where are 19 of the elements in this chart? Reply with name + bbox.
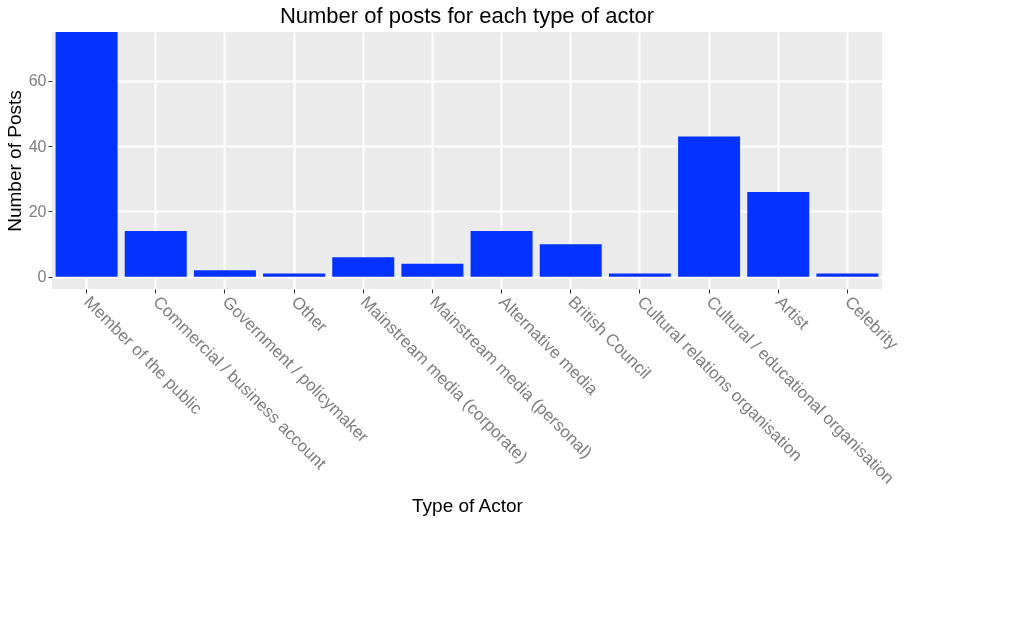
bar [124, 231, 187, 277]
y-tick-label: 0 [37, 268, 47, 286]
x-axis-title: Type of Actor [412, 494, 524, 516]
y-axis-title: Number of Posts [3, 90, 25, 232]
bar [539, 244, 602, 277]
y-tick-label: 20 [28, 202, 47, 220]
bar [193, 270, 256, 277]
chart-title: Number of posts for each type of actor [279, 3, 655, 28]
bar [608, 273, 671, 277]
bar [470, 231, 533, 277]
y-tick-label: 40 [28, 137, 47, 155]
bar [332, 257, 395, 277]
y-tick-label: 60 [28, 72, 47, 90]
bar [55, 32, 118, 277]
bar [263, 273, 326, 277]
bar [401, 263, 464, 277]
bar [816, 273, 879, 277]
bar [747, 191, 810, 277]
bar [678, 136, 741, 277]
